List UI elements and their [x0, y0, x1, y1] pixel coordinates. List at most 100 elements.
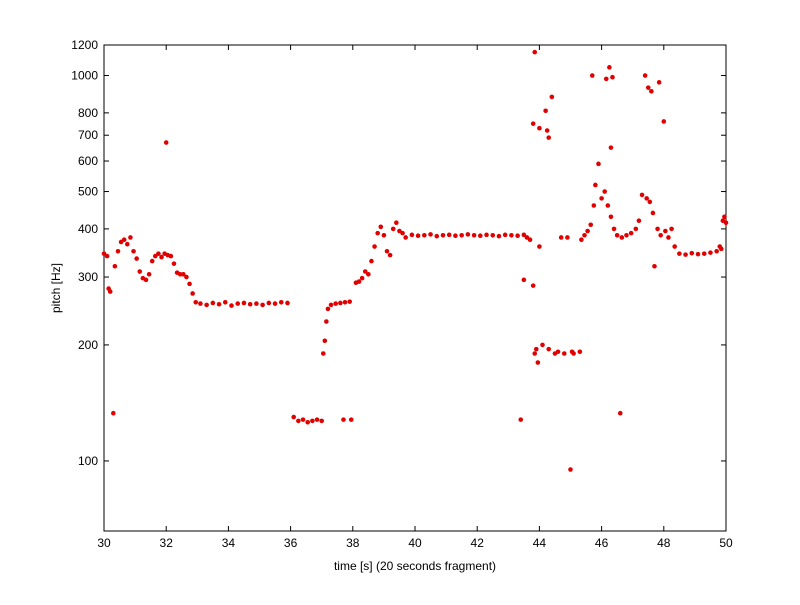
point	[714, 248, 719, 254]
point	[532, 351, 538, 356]
point	[112, 263, 118, 269]
point	[650, 210, 656, 216]
point	[104, 253, 110, 259]
point	[333, 301, 338, 306]
point	[558, 235, 564, 240]
point	[356, 279, 362, 284]
point	[111, 410, 116, 416]
point	[515, 233, 520, 239]
point	[101, 251, 107, 256]
y-tick-label: 500	[78, 185, 98, 199]
point	[683, 252, 688, 257]
point	[644, 196, 649, 201]
point	[440, 232, 446, 238]
point	[193, 299, 199, 305]
point	[610, 74, 615, 80]
plot-frame	[103, 44, 727, 532]
point	[624, 232, 629, 238]
point	[599, 196, 604, 201]
point	[107, 289, 113, 294]
point	[603, 76, 609, 82]
point	[260, 302, 265, 308]
point	[348, 417, 354, 422]
point	[565, 235, 570, 240]
point	[384, 248, 390, 254]
point	[216, 301, 222, 307]
point	[375, 230, 380, 236]
point	[434, 233, 440, 239]
point	[588, 222, 594, 228]
point	[677, 251, 682, 256]
point	[571, 351, 576, 356]
point	[278, 299, 284, 305]
point	[589, 73, 595, 78]
point	[582, 232, 587, 238]
point	[530, 283, 536, 288]
point	[319, 418, 325, 424]
point	[394, 220, 399, 226]
x-tick-label: 38	[346, 536, 360, 550]
point	[168, 253, 174, 259]
point	[608, 214, 614, 220]
point	[181, 271, 186, 277]
point	[300, 417, 306, 422]
point	[636, 218, 642, 224]
point	[537, 244, 542, 249]
point	[322, 338, 328, 344]
point	[608, 145, 614, 150]
point	[666, 235, 671, 240]
point	[546, 135, 552, 140]
point	[577, 349, 583, 355]
x-tick-label: 50	[719, 536, 733, 550]
point	[478, 233, 483, 239]
point	[204, 302, 209, 308]
point	[652, 263, 657, 269]
point	[617, 410, 623, 416]
y-tick-label: 800	[78, 106, 98, 120]
point	[310, 418, 315, 424]
point	[549, 94, 555, 100]
x-tick-label: 40	[408, 536, 422, 550]
point	[347, 299, 352, 304]
point	[695, 251, 701, 257]
point	[661, 119, 667, 124]
point	[719, 246, 724, 252]
point	[530, 121, 536, 126]
point	[535, 360, 541, 365]
point	[614, 232, 620, 238]
point	[543, 108, 548, 114]
point	[415, 233, 421, 239]
x-tick-label: 42	[471, 536, 485, 550]
x-tick-label: 44	[533, 536, 547, 550]
y-axis-label: pitch [Hz]	[49, 263, 63, 313]
y-tick-label: 200	[78, 338, 98, 352]
x-tick-label: 32	[160, 536, 174, 550]
point	[496, 233, 502, 239]
point	[400, 230, 405, 236]
point	[532, 49, 538, 55]
point	[649, 89, 654, 94]
point	[611, 226, 617, 232]
point	[509, 232, 514, 238]
point	[305, 419, 311, 425]
point	[607, 65, 612, 70]
point	[602, 189, 608, 194]
point	[639, 192, 645, 198]
point	[372, 244, 377, 249]
point	[163, 140, 169, 145]
point	[669, 226, 674, 232]
point	[328, 302, 334, 308]
point	[341, 417, 346, 422]
point	[131, 248, 136, 254]
point	[527, 237, 533, 242]
point	[544, 128, 550, 133]
point	[359, 275, 365, 281]
point	[285, 300, 290, 306]
y-tick-label: 300	[78, 270, 98, 284]
point	[115, 248, 121, 254]
point	[156, 251, 161, 256]
point	[171, 261, 177, 266]
x-tick-label: 30	[97, 536, 111, 550]
point	[655, 226, 660, 232]
